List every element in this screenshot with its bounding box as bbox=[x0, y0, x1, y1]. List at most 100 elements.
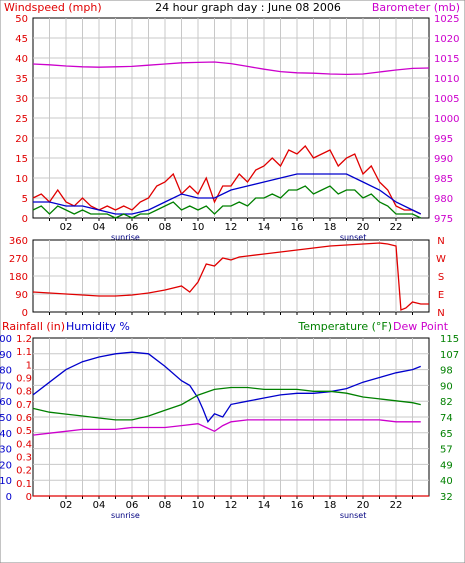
panel-1-right-tick-1005: 1005 bbox=[434, 94, 459, 105]
x-tick-label-10: 10 bbox=[192, 222, 205, 233]
panel-3-left-tick-60: 60 bbox=[0, 397, 12, 408]
panel-1-right-tick-975: 975 bbox=[434, 214, 453, 225]
panel-2-right-tick-N: N bbox=[437, 308, 444, 319]
panel-3-left-tick-0.2: 0.2 bbox=[16, 466, 32, 477]
panel-3-left-tick-40: 40 bbox=[0, 429, 12, 440]
x-tick-label-16: 16 bbox=[291, 500, 304, 511]
sunrise-label: sunrise bbox=[111, 233, 140, 242]
x-tick-label-02: 02 bbox=[60, 222, 73, 233]
panel-3-left-tick-0.4: 0.4 bbox=[16, 439, 32, 450]
temperature-axis-title: Temperature (°F) bbox=[297, 320, 392, 333]
panel-1-series-blue bbox=[33, 173, 422, 215]
x-tick-label-20: 20 bbox=[357, 500, 370, 511]
panel-3-left-tick-1.1: 1.1 bbox=[16, 347, 32, 358]
x-tick-label-06: 06 bbox=[126, 222, 139, 233]
x-tick-label-06: 06 bbox=[126, 500, 139, 511]
panel-1-series-green bbox=[32, 185, 422, 219]
panel-3-right-tick-115: 115 bbox=[440, 334, 459, 345]
panel-3-left-tick-0: 0 bbox=[6, 492, 12, 503]
sunset-label: sunset bbox=[340, 233, 367, 242]
panel-3-left-tick-80: 80 bbox=[0, 366, 12, 377]
x-tick-label-04: 04 bbox=[93, 500, 106, 511]
panel-3-left-tick-0.3: 0.3 bbox=[16, 453, 32, 464]
panel-2-right-tick-W: W bbox=[436, 254, 446, 265]
panel-2-left-tick-0: 0 bbox=[22, 308, 28, 319]
panel-1-left-tick-35: 35 bbox=[15, 74, 28, 85]
panel-2-left-tick-270: 270 bbox=[9, 254, 28, 265]
rainfall-axis-title: Rainfall (in) bbox=[2, 320, 65, 333]
panel-3-left-tick-10: 10 bbox=[0, 476, 12, 487]
dewpoint-axis-title: Dew Point bbox=[393, 320, 449, 333]
humidity-axis-title: Humidity % bbox=[66, 320, 130, 333]
panel-3-right-tick-82: 82 bbox=[440, 397, 453, 408]
panel-2-left-tick-360: 360 bbox=[9, 236, 28, 247]
panel-1-left-tick-5: 5 bbox=[22, 194, 28, 205]
panel-1-left-tick-45: 45 bbox=[15, 34, 28, 45]
panel-1-left-tick-40: 40 bbox=[15, 54, 28, 65]
panel-1-left-tick-30: 30 bbox=[15, 94, 28, 105]
panel-3-right-tick-98: 98 bbox=[440, 366, 453, 377]
panel-1-left-tick-15: 15 bbox=[15, 154, 28, 165]
panel-3-left-tick-0.1: 0.1 bbox=[16, 479, 32, 490]
panel-1-right-tick-985: 985 bbox=[434, 174, 453, 185]
windspeed-axis-title: Windspeed (mph) bbox=[4, 1, 102, 14]
panel-1-right-tick-1000: 1000 bbox=[434, 114, 459, 125]
x-tick-label-08: 08 bbox=[159, 222, 172, 233]
x-tick-label-04: 04 bbox=[93, 222, 106, 233]
panel-3-left-tick-100: 100 bbox=[0, 334, 12, 345]
panel-3-left-tick-0.8: 0.8 bbox=[16, 387, 32, 398]
x-tick-label-18: 18 bbox=[324, 500, 337, 511]
x-tick-label-16: 16 bbox=[291, 222, 304, 233]
panel-1-left-tick-10: 10 bbox=[15, 174, 28, 185]
panel-3-right-tick-90: 90 bbox=[440, 381, 453, 392]
panel-2-right-tick-S: S bbox=[438, 272, 444, 283]
panel-3-left-tick-30: 30 bbox=[0, 445, 12, 456]
panel-1-right-tick-1015: 1015 bbox=[434, 54, 459, 65]
panel-3-right-tick-49: 49 bbox=[440, 460, 453, 471]
panel-3-series-magenta bbox=[32, 419, 421, 436]
panel-3-right-tick-74: 74 bbox=[440, 413, 453, 424]
x-tick-label-08: 08 bbox=[159, 500, 172, 511]
panel-3-left-tick-0.6: 0.6 bbox=[16, 413, 32, 424]
panel-3-left-tick-0.7: 0.7 bbox=[16, 400, 32, 411]
panel-3-right-tick-107: 107 bbox=[440, 350, 459, 361]
panel-2-right-tick-N: N bbox=[437, 236, 444, 247]
panel-3-right-tick-65: 65 bbox=[440, 429, 453, 440]
panel-1-right-tick-1010: 1010 bbox=[434, 74, 459, 85]
panel-3-left-tick-1: 1 bbox=[26, 360, 32, 371]
panel-1-right-tick-990: 990 bbox=[434, 154, 453, 165]
chart-title: 24 hour graph day : June 08 2006 bbox=[155, 1, 341, 14]
panel-1-right-tick-995: 995 bbox=[434, 134, 453, 145]
panel-3-left-tick-70: 70 bbox=[0, 381, 12, 392]
x-tick-label-14: 14 bbox=[258, 500, 271, 511]
panel-3-left-tick-0.9: 0.9 bbox=[16, 374, 32, 385]
x-tick-label-20: 20 bbox=[357, 222, 370, 233]
panel-1-left-tick-0: 0 bbox=[22, 214, 28, 225]
x-tick-label-18: 18 bbox=[324, 222, 337, 233]
panel-1-left-tick-50: 50 bbox=[15, 14, 28, 25]
panel-3-left-tick-1.2: 1.2 bbox=[16, 334, 32, 345]
sunset-label: sunset bbox=[340, 511, 367, 520]
x-tick-label-12: 12 bbox=[225, 500, 238, 511]
x-tick-label-22: 22 bbox=[390, 500, 403, 511]
panel-2-right-tick-E: E bbox=[438, 290, 444, 301]
panel-1-series-magenta bbox=[32, 61, 430, 76]
panel-3-right-tick-32: 32 bbox=[440, 492, 453, 503]
x-tick-label-02: 02 bbox=[60, 500, 73, 511]
x-tick-label-14: 14 bbox=[258, 222, 271, 233]
panel-3-left-tick-90: 90 bbox=[0, 350, 12, 361]
x-tick-label-12: 12 bbox=[225, 222, 238, 233]
panel-3-right-tick-57: 57 bbox=[440, 445, 453, 456]
panel-2-left-tick-90: 90 bbox=[15, 290, 28, 301]
x-tick-label-22: 22 bbox=[390, 222, 403, 233]
barometer-axis-title: Barometer (mb) bbox=[372, 1, 460, 14]
panel-1-right-tick-980: 980 bbox=[434, 194, 453, 205]
panel-3-left-tick-0: 0 bbox=[26, 492, 32, 503]
panel-3-series-blue bbox=[32, 351, 421, 423]
x-tick-label-10: 10 bbox=[192, 500, 205, 511]
panel-1-left-tick-25: 25 bbox=[15, 114, 28, 125]
panel-3-series-green bbox=[32, 386, 421, 421]
panel-3-left-tick-50: 50 bbox=[0, 413, 12, 424]
